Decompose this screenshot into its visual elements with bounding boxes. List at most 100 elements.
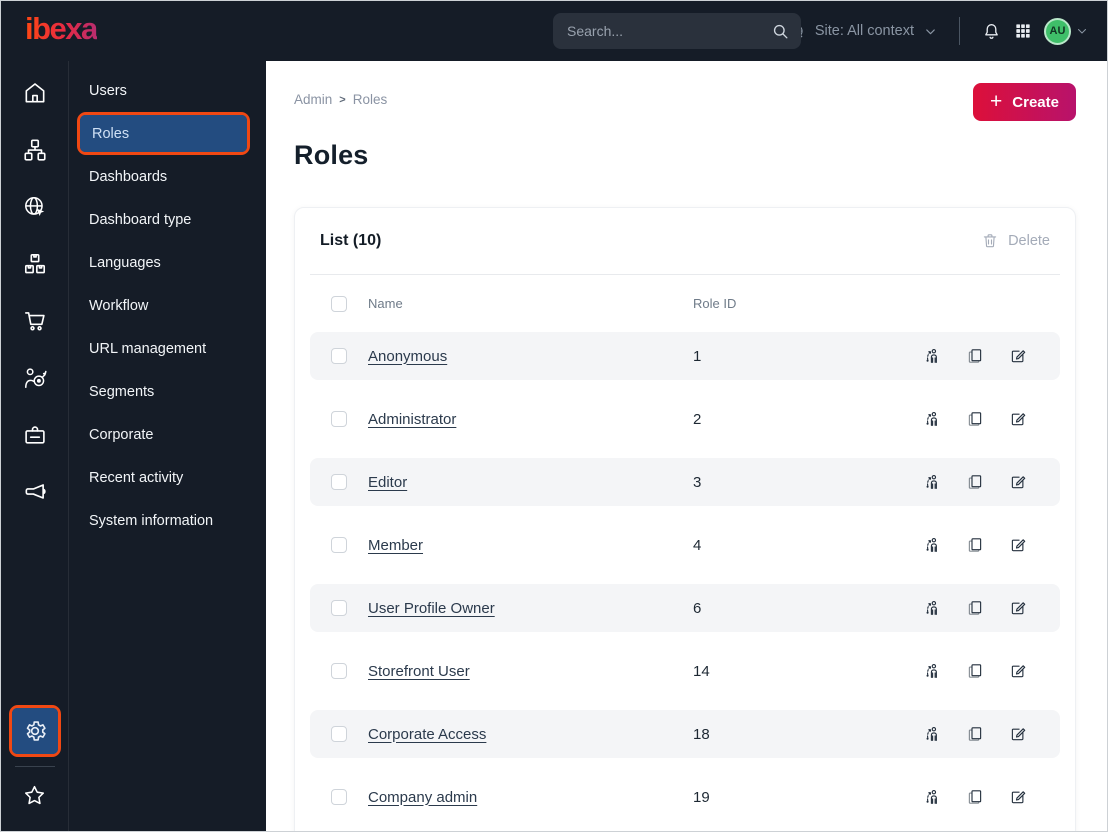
assign-icon[interactable] (923, 725, 941, 743)
list-title: List (10) (320, 232, 382, 249)
copy-icon[interactable] (966, 725, 984, 743)
role-id: 4 (693, 536, 702, 554)
sidebar-item-url-management[interactable]: URL management (89, 340, 207, 357)
assign-icon[interactable] (923, 662, 941, 680)
role-name-link[interactable]: Member (368, 536, 424, 554)
rail-item-admin-selected[interactable] (11, 708, 58, 754)
ibexa-logo[interactable]: ibexa (25, 11, 98, 46)
delete-button[interactable]: Delete (981, 232, 1050, 250)
rail-item-home[interactable] (1, 64, 68, 121)
site-context-selector[interactable]: Site: All context (787, 22, 938, 41)
rail-item-product-catalog[interactable] (1, 235, 68, 292)
edit-icon[interactable] (1009, 347, 1027, 365)
role-id: 18 (693, 725, 710, 743)
globe-cursor-icon (22, 194, 48, 220)
select-all-checkbox[interactable] (331, 295, 347, 312)
sidebar-item-workflow[interactable]: Workflow (89, 297, 149, 314)
assign-icon[interactable] (923, 347, 941, 365)
sidebar-item-dashboard-type[interactable]: Dashboard type (89, 211, 192, 228)
search-icon[interactable] (771, 22, 790, 41)
edit-icon[interactable] (1009, 788, 1027, 806)
role-name-link[interactable]: Company admin (368, 788, 478, 806)
sidebar-item-recent-activity[interactable]: Recent activity (89, 469, 184, 486)
role-name-link[interactable]: Editor (368, 473, 408, 491)
notifications-bell-icon[interactable] (981, 21, 1002, 42)
edit-icon[interactable] (1009, 662, 1027, 680)
edit-icon[interactable] (1009, 536, 1027, 554)
assign-icon[interactable] (923, 473, 941, 491)
edit-icon[interactable] (1009, 410, 1027, 428)
edit-icon[interactable] (1009, 725, 1027, 743)
row-checkbox[interactable] (331, 411, 347, 427)
column-header-role-id: Role ID (693, 296, 737, 311)
chevron-down-icon (1075, 24, 1089, 38)
home-icon (22, 80, 48, 106)
admin-sidebar: Users Roles Dashboards Dashboard type La… (69, 61, 266, 831)
row-checkbox[interactable] (331, 726, 347, 742)
badge-icon (22, 422, 48, 448)
row-checkbox[interactable] (331, 789, 347, 805)
row-checkbox[interactable] (331, 537, 347, 553)
row-checkbox[interactable] (331, 663, 347, 679)
role-id: 19 (693, 788, 710, 806)
icon-rail (1, 61, 69, 831)
apps-grid-icon[interactable] (1013, 21, 1033, 41)
sidebar-item-corporate[interactable]: Corporate (89, 426, 154, 443)
assign-icon[interactable] (923, 536, 941, 554)
copy-icon[interactable] (966, 662, 984, 680)
copy-icon[interactable] (966, 599, 984, 617)
breadcrumb-admin[interactable]: Admin (294, 92, 333, 107)
sidebar-item-languages[interactable]: Languages (89, 254, 161, 271)
sidebar-item-segments[interactable]: Segments (89, 383, 155, 400)
site-context-label: Site: All context (814, 23, 914, 39)
rail-item-marketing[interactable] (1, 463, 68, 520)
rail-divider (14, 766, 55, 767)
rail-item-bookmarks[interactable] (22, 773, 47, 817)
sidebar-item-system-information[interactable]: System information (89, 512, 214, 529)
table-row: Anonymous 1 (310, 332, 1060, 380)
row-checkbox[interactable] (331, 348, 347, 364)
edit-icon[interactable] (1009, 473, 1027, 491)
role-name-link[interactable]: Anonymous (368, 347, 448, 365)
edit-icon[interactable] (1009, 599, 1027, 617)
assign-icon[interactable] (923, 410, 941, 428)
copy-icon[interactable] (966, 788, 984, 806)
user-menu[interactable]: AU (1044, 17, 1089, 45)
table-row: User Profile Owner 6 (310, 584, 1060, 632)
table-row: Administrator 2 (310, 395, 1060, 443)
breadcrumb-roles[interactable]: Roles (352, 92, 388, 107)
copy-icon[interactable] (966, 347, 984, 365)
avatar[interactable]: AU (1044, 17, 1071, 45)
boxes-icon (22, 251, 48, 277)
star-icon (22, 783, 47, 808)
row-checkbox[interactable] (331, 600, 347, 616)
copy-icon[interactable] (966, 473, 984, 491)
role-id: 3 (693, 473, 702, 491)
create-button[interactable]: + Create (973, 83, 1076, 121)
role-id: 6 (693, 599, 702, 617)
assign-icon[interactable] (923, 788, 941, 806)
sidebar-item-users[interactable]: Users (89, 82, 127, 99)
sidebar-item-dashboards[interactable]: Dashboards (89, 168, 168, 185)
assign-icon[interactable] (923, 599, 941, 617)
rail-item-corporate[interactable] (1, 406, 68, 463)
table-row: Editor 3 (310, 458, 1060, 506)
rail-item-content-tree[interactable] (1, 121, 68, 178)
search-input[interactable] (553, 23, 771, 39)
global-search (553, 13, 801, 49)
role-name-link[interactable]: Administrator (368, 410, 457, 428)
copy-icon[interactable] (966, 410, 984, 428)
role-name-link[interactable]: Storefront User (368, 662, 470, 680)
page-title: Roles (294, 140, 369, 170)
role-name-link[interactable]: User Profile Owner (368, 599, 495, 617)
rail-item-commerce[interactable] (1, 292, 68, 349)
rail-item-site[interactable] (1, 178, 68, 235)
copy-icon[interactable] (966, 536, 984, 554)
chevron-down-icon (923, 24, 938, 39)
row-checkbox[interactable] (331, 474, 347, 490)
table-row: Company admin 19 (310, 773, 1060, 821)
plus-icon: + (990, 89, 1003, 113)
rail-item-personalization[interactable] (1, 349, 68, 406)
sidebar-item-roles[interactable]: Roles (80, 115, 247, 152)
role-name-link[interactable]: Corporate Access (368, 725, 487, 743)
